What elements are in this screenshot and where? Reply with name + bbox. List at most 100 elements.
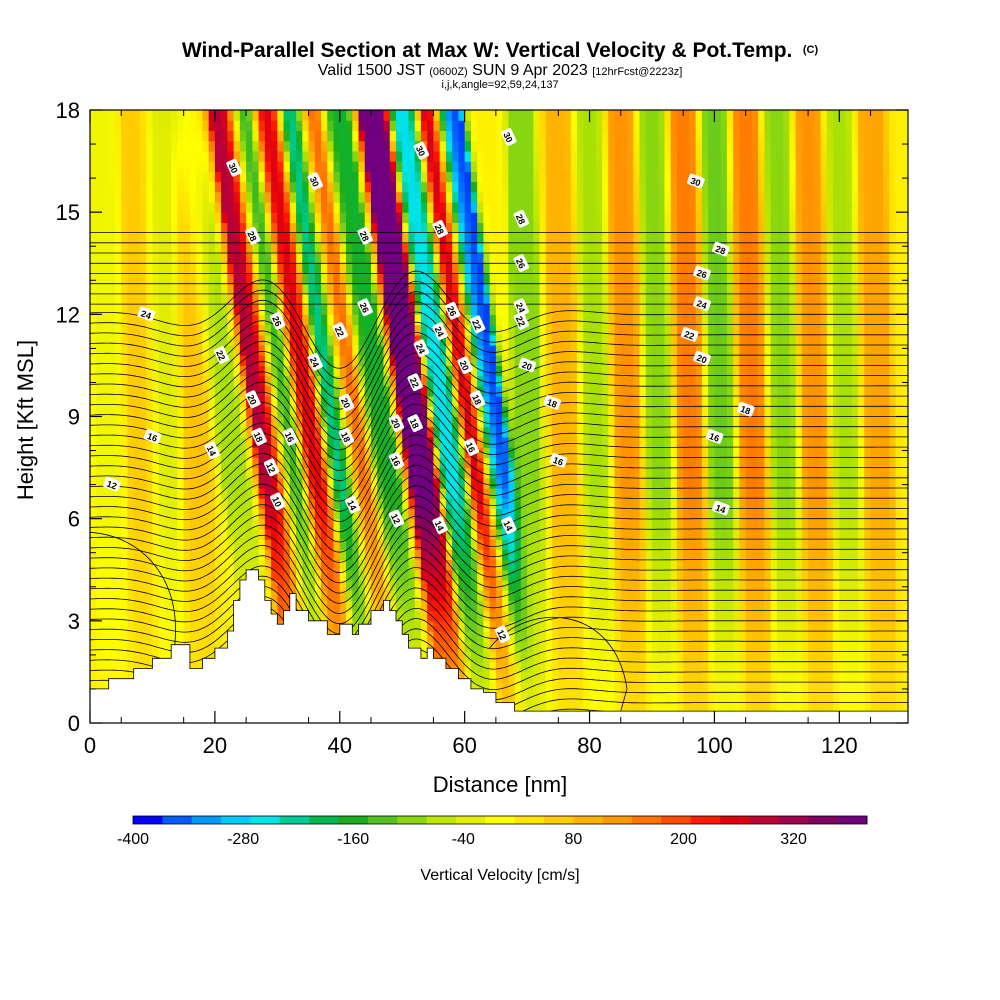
- velocity-cell: [701, 641, 709, 653]
- velocity-cell: [901, 385, 908, 397]
- velocity-cell: [183, 559, 191, 571]
- velocity-cell: [776, 702, 784, 714]
- velocity-cell: [227, 355, 235, 367]
- velocity-cell: [164, 396, 172, 407]
- velocity-cell: [327, 579, 335, 591]
- velocity-cell: [414, 508, 422, 520]
- velocity-cell: [814, 518, 822, 530]
- velocity-cell: [277, 334, 285, 346]
- velocity-cell: [121, 620, 129, 632]
- velocity-cell: [570, 498, 578, 510]
- velocity-cell: [595, 447, 603, 458]
- velocity-cell: [458, 631, 466, 642]
- velocity-cell: [208, 426, 216, 438]
- velocity-cell: [726, 671, 734, 683]
- velocity-cell: [683, 416, 691, 428]
- velocity-cell: [395, 539, 403, 550]
- velocity-cell: [739, 365, 747, 377]
- velocity-cell: [158, 549, 166, 561]
- velocity-cell: [402, 559, 410, 571]
- velocity-cell: [776, 549, 784, 561]
- velocity-cell: [464, 467, 472, 479]
- velocity-cell: [570, 569, 578, 581]
- velocity-cell: [739, 702, 747, 714]
- velocity-cell: [583, 702, 591, 714]
- velocity-cell: [845, 600, 853, 612]
- velocity-cell: [177, 610, 185, 622]
- velocity-cell: [221, 569, 228, 581]
- velocity-cell: [271, 600, 278, 612]
- velocity-cell: [783, 396, 790, 407]
- velocity-cell: [395, 549, 403, 561]
- velocity-cell: [127, 406, 135, 418]
- velocity-cell: [364, 457, 372, 469]
- velocity-cell: [558, 682, 566, 693]
- velocity-cell: [420, 528, 428, 540]
- velocity-cell: [589, 518, 597, 530]
- velocity-cell: [489, 396, 497, 407]
- velocity-cell: [146, 477, 154, 489]
- velocity-cell: [233, 426, 241, 438]
- velocity-cell: [339, 528, 347, 540]
- velocity-cell: [264, 334, 272, 346]
- velocity-cell: [214, 488, 222, 499]
- velocity-cell: [808, 426, 815, 438]
- velocity-cell: [470, 641, 478, 653]
- velocity-cell: [876, 447, 884, 458]
- velocity-cell: [851, 692, 859, 704]
- velocity-cell: [801, 457, 809, 469]
- velocity-cell: [96, 549, 104, 561]
- velocity-cell: [708, 610, 716, 622]
- velocity-cell: [833, 518, 840, 530]
- velocity-cell: [514, 365, 522, 377]
- velocity-cell: [558, 344, 566, 356]
- velocity-cell: [889, 477, 897, 489]
- velocity-cell: [801, 579, 809, 591]
- velocity-cell: [758, 426, 765, 438]
- velocity-cell: [789, 457, 797, 469]
- velocity-cell: [801, 682, 809, 693]
- velocity-cell: [645, 641, 653, 653]
- velocity-cell: [602, 498, 609, 510]
- velocity-cell: [789, 569, 797, 581]
- velocity-cell: [901, 406, 908, 418]
- velocity-cell: [327, 610, 335, 622]
- velocity-cell: [221, 610, 228, 622]
- velocity-cell: [377, 508, 385, 520]
- velocity-cell: [420, 590, 428, 601]
- velocity-cell: [701, 498, 709, 510]
- velocity-cell: [808, 702, 815, 714]
- velocity-cell: [833, 498, 840, 510]
- velocity-cell: [795, 375, 803, 387]
- velocity-cell: [745, 692, 753, 704]
- velocity-cell: [427, 539, 435, 550]
- velocity-cell: [814, 467, 822, 479]
- velocity-cell: [514, 467, 522, 479]
- velocity-cell: [289, 518, 297, 530]
- velocity-cell: [464, 549, 472, 561]
- velocity-cell: [402, 406, 410, 418]
- velocity-cell: [639, 559, 647, 571]
- velocity-cell: [683, 600, 691, 612]
- velocity-cell: [296, 447, 303, 458]
- velocity-cell: [776, 518, 784, 530]
- velocity-cell: [664, 539, 672, 550]
- velocity-cell: [539, 416, 547, 428]
- velocity-cell: [408, 518, 416, 530]
- velocity-cell: [358, 600, 366, 612]
- subtitle-forecast: [12hrFcst@2223z]: [592, 66, 682, 78]
- velocity-cell: [183, 375, 191, 387]
- velocity-cell: [764, 467, 772, 479]
- velocity-cell: [701, 620, 709, 632]
- velocity-cell: [651, 477, 659, 489]
- velocity-cell: [96, 671, 104, 683]
- velocity-cell: [121, 579, 129, 591]
- velocity-cell: [208, 620, 216, 632]
- velocity-cell: [726, 447, 734, 458]
- velocity-cell: [164, 477, 172, 489]
- velocity-cell: [801, 365, 809, 377]
- velocity-cell: [751, 539, 759, 550]
- velocity-cell: [826, 498, 834, 510]
- velocity-cell: [552, 365, 559, 377]
- velocity-cell: [433, 396, 441, 407]
